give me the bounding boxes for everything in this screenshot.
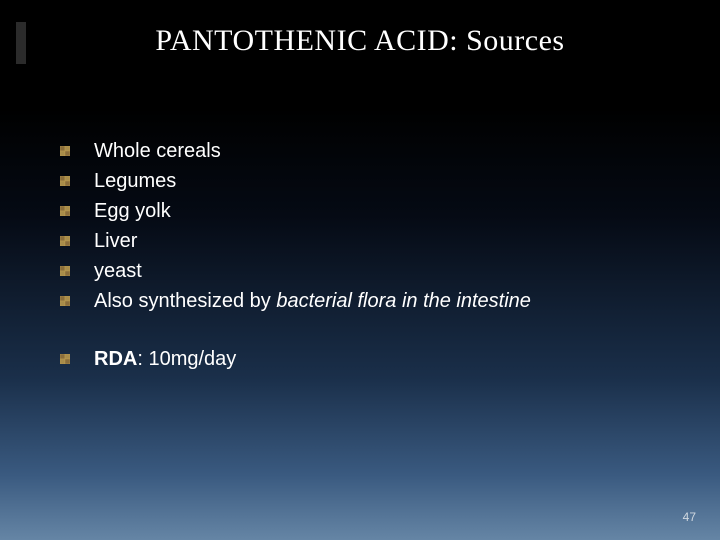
- bullet-icon: [60, 236, 70, 246]
- content-area: Whole cereals Legumes Egg yolk Liver yeast Al…: [60, 138, 660, 376]
- page-number: 47: [683, 510, 696, 524]
- slide-title: PANTOTHENIC ACID: Sources: [0, 24, 720, 58]
- bullet-icon: [60, 146, 70, 156]
- bullet-icon: [60, 296, 70, 306]
- list-item-text: RDA: 10mg/day: [94, 346, 236, 373]
- bullet-group-1: Whole cereals Legumes Egg yolk Liver yeast Al…: [60, 138, 660, 315]
- list-item: Also synthesized by bacterial flora in t…: [60, 288, 660, 315]
- list-item: Legumes: [60, 168, 660, 195]
- list-item: Whole cereals: [60, 138, 660, 165]
- bullet-icon: [60, 206, 70, 216]
- list-item-text: Also synthesized by bacterial flora in t…: [94, 288, 531, 315]
- group-spacer: [60, 318, 660, 346]
- list-item-text: Whole cereals: [94, 138, 221, 165]
- list-item-text: Legumes: [94, 168, 176, 195]
- bullet-icon: [60, 176, 70, 186]
- list-item-text: yeast: [94, 258, 142, 285]
- list-item: Egg yolk: [60, 198, 660, 225]
- list-item: yeast: [60, 258, 660, 285]
- list-item-text: Egg yolk: [94, 198, 171, 225]
- list-item: Liver: [60, 228, 660, 255]
- bullet-icon: [60, 354, 70, 364]
- list-item-text: Liver: [94, 228, 137, 255]
- bullet-group-2: RDA: 10mg/day: [60, 346, 660, 373]
- bullet-icon: [60, 266, 70, 276]
- list-item: RDA: 10mg/day: [60, 346, 660, 373]
- slide: PANTOTHENIC ACID: Sources Whole cereals L…: [0, 0, 720, 540]
